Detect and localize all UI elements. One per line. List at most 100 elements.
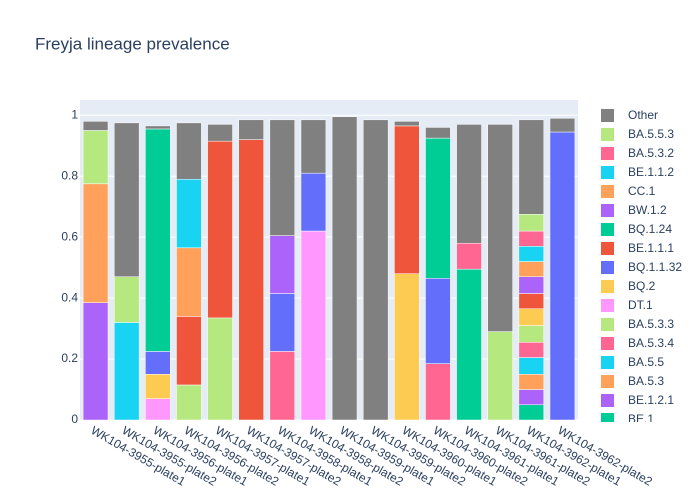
bar-segment — [487, 124, 513, 332]
legend-label: BA.5.5 — [628, 355, 664, 369]
bar-segment — [300, 119, 327, 174]
legend-swatch — [601, 147, 614, 160]
legend-label: Other — [628, 108, 658, 122]
bar-segment — [549, 118, 576, 133]
y-tick-label: 0 — [71, 412, 78, 426]
bar-segment — [456, 242, 482, 270]
bar-segment — [518, 374, 545, 390]
legend-swatch — [601, 394, 614, 407]
legend-swatch — [601, 413, 614, 422]
legend-label: BA.5.5.3 — [628, 127, 674, 141]
legend-label: BQ.1.1.32 — [628, 260, 682, 274]
bar-segment — [145, 398, 171, 421]
y-tick-label: 0.8 — [61, 168, 78, 182]
bar-segment — [176, 316, 202, 386]
bar-segment — [518, 230, 545, 247]
bar-segment — [145, 374, 171, 399]
bar-segment — [394, 273, 420, 421]
bar-segment — [394, 121, 420, 127]
bar-segment — [518, 276, 545, 294]
legend-swatch — [601, 318, 614, 331]
bar-segment — [300, 172, 327, 232]
legend-label: BA.5.3.3 — [628, 317, 674, 331]
legend-label: BA.5.3 — [628, 374, 664, 388]
legend-label: BA.5.3.4 — [628, 336, 674, 350]
legend-swatch — [601, 242, 614, 255]
legend-label: DT.1 — [628, 298, 653, 312]
legend-label: BE.1 — [628, 412, 654, 426]
legend-swatch — [601, 128, 614, 141]
bar-segment — [425, 137, 451, 279]
legend: Other BA.5.5.3 BA.5.3.2 BE.1.1.2 CC.1 BW.1.2 B… — [601, 108, 682, 426]
legend-swatch — [601, 185, 614, 198]
bar-segment — [456, 124, 482, 244]
bar-segment — [176, 178, 202, 249]
y-tick-label: 0.6 — [61, 229, 78, 243]
bar-segment — [518, 404, 545, 421]
bar-segment — [518, 357, 545, 375]
bar-segment — [207, 140, 233, 319]
bar-segment — [145, 125, 171, 130]
legend-label: BQ.2 — [628, 279, 656, 293]
bar-segment — [145, 351, 171, 375]
bar-segment — [456, 268, 482, 421]
legend-swatch — [601, 280, 614, 293]
bar-segment — [269, 235, 296, 294]
bar-segment — [425, 363, 451, 421]
legend-swatch — [601, 223, 614, 236]
bar-segment — [82, 183, 109, 303]
bar-segment — [176, 384, 202, 421]
bar-segment — [518, 308, 545, 326]
bar-segment — [238, 139, 264, 421]
bar-segment — [269, 351, 296, 421]
legend-label: BW.1.2 — [628, 203, 667, 217]
legend-swatch — [601, 204, 614, 217]
bar-segment — [300, 230, 327, 421]
y-tick-label: 0.2 — [61, 351, 78, 365]
bar-segment — [549, 131, 576, 421]
legend-swatch — [601, 166, 614, 179]
bar-segment — [113, 122, 140, 278]
bar-segment — [269, 293, 296, 352]
bar-segment — [176, 122, 202, 180]
bar-segment — [518, 293, 545, 310]
bar-segment — [113, 322, 140, 421]
bar-segment — [238, 119, 264, 140]
bar-segment — [82, 130, 109, 185]
y-tick-label: 1 — [71, 107, 78, 121]
bar-segment — [113, 276, 140, 323]
bar-segment — [518, 246, 545, 262]
legend-swatch — [601, 299, 614, 312]
bar-segment — [269, 119, 296, 236]
bar-segment — [425, 127, 451, 139]
bar-segment — [518, 389, 545, 406]
bar-segment — [487, 331, 513, 421]
legend-label: BQ.1.24 — [628, 222, 672, 236]
bar-segment — [362, 119, 389, 421]
bar-segment — [394, 125, 420, 274]
legend-label: BE.1.2.1 — [628, 393, 674, 407]
bar-segment — [518, 342, 545, 358]
bar-segment — [145, 128, 171, 352]
legend-label: BA.5.3.2 — [628, 146, 674, 160]
bar-segment — [82, 302, 109, 421]
legend-swatch — [601, 356, 614, 369]
y-tick-label: 0.4 — [61, 290, 78, 304]
bar-segment — [518, 325, 545, 343]
bar-segment — [207, 124, 233, 142]
legend-label: BE.1.1.2 — [628, 165, 674, 179]
bar-segment — [176, 247, 202, 317]
bar-segment — [425, 278, 451, 364]
bar-segment — [207, 317, 233, 421]
legend-label: BE.1.1.1 — [628, 241, 674, 255]
bar-segment — [518, 214, 545, 232]
bar-segment — [331, 116, 358, 421]
bar-segment — [82, 121, 109, 131]
legend-label: CC.1 — [628, 184, 656, 198]
bar-segment — [518, 261, 545, 278]
legend-swatch — [601, 337, 614, 350]
legend-swatch — [601, 375, 614, 388]
legend-swatch — [601, 109, 614, 122]
legend-swatch — [601, 261, 614, 274]
